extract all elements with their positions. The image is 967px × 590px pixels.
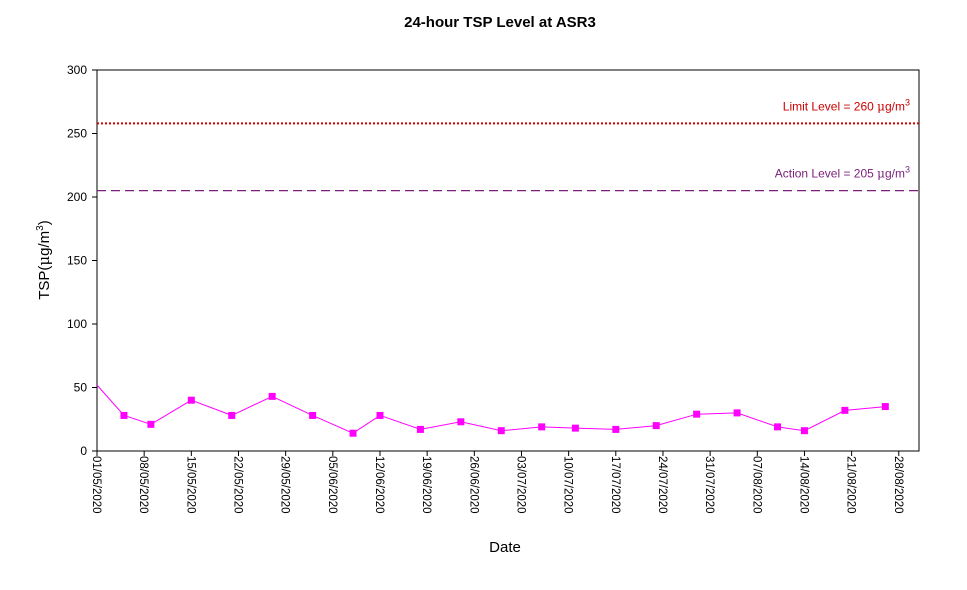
data-point: [187, 396, 195, 404]
data-point: [612, 425, 620, 433]
data-point: [652, 422, 660, 430]
data-point: [268, 392, 276, 400]
data-point: [800, 427, 808, 435]
x-tick-label: 05/06/2020: [326, 456, 338, 514]
x-tick-label: 31/07/2020: [703, 456, 715, 514]
y-axis: 0 50 100 150 200 250 300: [67, 63, 97, 458]
x-tick-label: 07/08/2020: [750, 456, 762, 514]
plot-area: [96, 69, 920, 452]
x-tick-label: 12/06/2020: [373, 456, 385, 514]
x-tick-label: 15/05/2020: [184, 456, 196, 514]
data-point: [841, 406, 849, 414]
x-tick-label: 22/05/2020: [231, 456, 243, 514]
x-tick-label: 03/07/2020: [514, 456, 526, 514]
x-axis-label: Date: [489, 539, 521, 556]
data-point: [881, 403, 889, 411]
x-tick-label: 08/05/2020: [137, 456, 149, 514]
x-tick-label: 14/08/2020: [797, 456, 809, 514]
limit-level-label-unit: g/m: [885, 99, 905, 113]
x-axis: 01/05/2020 08/05/2020 15/05/2020 22/05/2020…: [90, 451, 904, 514]
x-tick-label: 26/06/2020: [467, 456, 479, 514]
y-tick-label: 200: [67, 190, 87, 204]
data-point: [538, 423, 546, 431]
action-level-label-unit: g/m: [885, 167, 905, 181]
data-point: [571, 424, 579, 432]
data-point: [147, 420, 155, 428]
limit-level-label-text: Limit Level = 260: [783, 99, 877, 113]
x-tick-label: 19/06/2020: [420, 456, 432, 514]
data-point: [120, 411, 128, 419]
y-tick-label: 0: [80, 444, 87, 458]
action-level-label-text: Action Level = 205: [775, 167, 877, 181]
data-point: [457, 418, 465, 426]
data-point: [309, 411, 317, 419]
y-axis-label-unit: g/m: [36, 231, 53, 256]
series-line: [96, 384, 886, 434]
data-point: [733, 409, 741, 417]
plot-border: [96, 69, 920, 452]
y-tick-label: 100: [67, 317, 87, 331]
y-axis-label-suffix: ): [36, 220, 53, 225]
limit-level-label: Limit Level = 260 μg/m3: [783, 97, 910, 113]
data-point: [416, 425, 424, 433]
action-level-label: Action Level = 205 μg/m3: [775, 165, 910, 181]
action-level-label-sup: 3: [905, 165, 910, 175]
x-tick-label: 24/07/2020: [656, 456, 668, 514]
data-point: [774, 423, 782, 431]
data-point: [693, 410, 701, 418]
limit-level-label-sup: 3: [905, 97, 910, 107]
chart-title: 24-hour TSP Level at ASR3: [404, 14, 596, 31]
data-point: [349, 429, 357, 437]
limit-level-label-mu: μ: [877, 99, 885, 113]
y-tick-label: 50: [74, 381, 88, 395]
y-axis-label-mu: μ: [35, 256, 53, 266]
y-tick-label: 150: [67, 254, 87, 268]
x-tick-label: 21/08/2020: [845, 456, 857, 514]
y-axis-label: TSP(μg/m3): [35, 220, 53, 300]
x-tick-label: 28/08/2020: [892, 456, 904, 514]
x-tick-label: 01/05/2020: [90, 456, 102, 514]
y-axis-label-prefix: TSP(: [36, 266, 53, 300]
x-tick-label: 10/07/2020: [562, 456, 574, 514]
y-axis-label-sup: 3: [35, 225, 46, 231]
x-tick-label: 17/07/2020: [609, 456, 621, 514]
y-tick-label: 300: [67, 63, 87, 77]
data-point: [228, 411, 236, 419]
data-point: [497, 427, 505, 435]
series-layer: [96, 384, 889, 437]
x-tick-label: 29/05/2020: [279, 456, 291, 514]
action-level-label-mu: μ: [877, 167, 885, 181]
y-tick-label: 250: [67, 127, 87, 141]
data-point: [376, 411, 384, 419]
